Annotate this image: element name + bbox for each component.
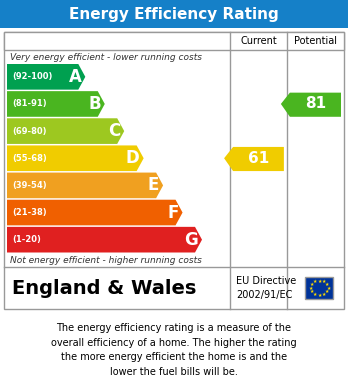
Text: Very energy efficient - lower running costs: Very energy efficient - lower running co… (10, 52, 202, 61)
Text: England & Wales: England & Wales (12, 278, 196, 298)
Text: ★: ★ (313, 292, 317, 296)
Text: (1-20): (1-20) (12, 235, 41, 244)
Text: A: A (69, 68, 81, 86)
Text: Not energy efficient - higher running costs: Not energy efficient - higher running co… (10, 256, 202, 265)
Bar (306, 277, 333, 299)
Text: (69-80): (69-80) (12, 127, 47, 136)
Bar (4, 32, 344, 309)
Text: ★: ★ (325, 282, 330, 287)
Polygon shape (7, 145, 144, 171)
Text: 81: 81 (305, 97, 326, 111)
Bar (4, 32, 344, 50)
Text: (92-100): (92-100) (12, 72, 53, 81)
Text: EU Directive
2002/91/EC: EU Directive 2002/91/EC (236, 276, 296, 300)
Polygon shape (7, 227, 202, 253)
Polygon shape (281, 93, 341, 117)
Text: ★: ★ (309, 289, 314, 294)
Polygon shape (7, 200, 183, 225)
Polygon shape (7, 172, 163, 198)
Text: Potential: Potential (294, 36, 337, 46)
Polygon shape (224, 147, 284, 171)
Text: (39-54): (39-54) (12, 181, 47, 190)
Text: ★: ★ (317, 278, 322, 283)
Text: ★: ★ (308, 285, 313, 291)
Text: Current: Current (240, 36, 277, 46)
Bar (0, 0, 348, 28)
Text: Energy Efficiency Rating: Energy Efficiency Rating (69, 7, 279, 22)
Text: (21-38): (21-38) (12, 208, 47, 217)
Text: ★: ★ (322, 280, 326, 284)
Polygon shape (7, 64, 85, 90)
Polygon shape (7, 118, 124, 144)
Text: ★: ★ (313, 280, 317, 284)
Text: ★: ★ (322, 292, 326, 296)
Text: (55-68): (55-68) (12, 154, 47, 163)
Text: 61: 61 (248, 151, 269, 166)
Text: F: F (167, 204, 179, 222)
Text: G: G (184, 231, 198, 249)
Text: (81-91): (81-91) (12, 99, 47, 108)
Polygon shape (7, 91, 105, 117)
Text: ★: ★ (309, 282, 314, 287)
Text: ★: ★ (326, 285, 331, 291)
Text: ★: ★ (317, 292, 322, 298)
Text: ★: ★ (325, 289, 330, 294)
Text: E: E (148, 176, 159, 194)
Text: C: C (108, 122, 120, 140)
Text: B: B (88, 95, 101, 113)
Text: D: D (126, 149, 140, 167)
Text: The energy efficiency rating is a measure of the
overall efficiency of a home. T: The energy efficiency rating is a measur… (51, 323, 297, 377)
